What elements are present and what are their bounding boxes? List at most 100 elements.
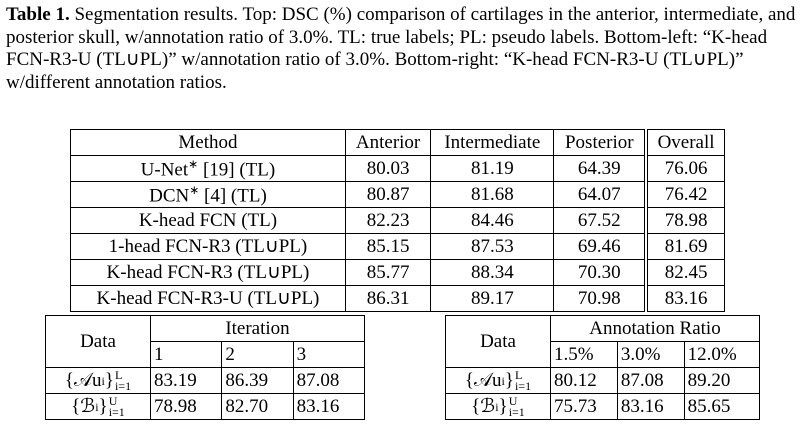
label-sub: i=1 — [514, 378, 532, 393]
method-sup: ∗ — [188, 156, 199, 171]
value-cell: 86.39 — [221, 367, 294, 394]
value-cell: 83.16 — [292, 393, 366, 420]
label-sub: i=1 — [114, 378, 132, 393]
header-row: Method Anterior Intermediate Posterior Overa… — [70, 129, 726, 156]
label-sup: L — [514, 367, 523, 382]
header-row: Data Annotation Ratio — [445, 315, 760, 368]
table-row: 1-head FCN-R3 (TL∪PL) 85.15 87.53 69.46 81.6… — [70, 233, 726, 260]
subheader-row: 1.5% 3.0% 12.0% — [446, 341, 761, 368]
value-cell: 85.15 — [344, 233, 432, 260]
header-cell: Overall — [644, 129, 726, 156]
value-cell: 64.07 — [553, 181, 647, 208]
value-cell: 69.46 — [553, 233, 647, 260]
value-cell: 89.17 — [430, 285, 555, 312]
label-inner-sub: i — [501, 373, 505, 388]
subheader-cell: 1.5% — [550, 341, 618, 368]
value-cell: 80.12 — [550, 367, 618, 394]
label-close: } — [104, 370, 114, 391]
value-cell: 87.08 — [616, 367, 685, 394]
method-name: K-head FCN (TL) — [138, 210, 278, 231]
label-sup: U — [108, 393, 118, 408]
header-cell: Anterior — [344, 129, 432, 156]
label-inner-sub: i — [95, 399, 99, 414]
main-table: Method Anterior Intermediate Posterior Overa… — [70, 129, 726, 312]
value-cell: 81.68 — [430, 181, 555, 208]
value-cell: 64.39 — [553, 155, 647, 182]
header-cell: Posterior — [553, 129, 647, 156]
subheader-cell: 12.0% — [683, 341, 761, 368]
method-cell: 1-head FCN-R3 (TL∪PL) — [70, 233, 346, 260]
value-cell: 76.06 — [644, 155, 726, 182]
caption-text: Segmentation results. Top: DSC (%) compa… — [6, 4, 796, 93]
method-rest: [4] (TL) — [199, 185, 267, 207]
method-sup: ∗ — [189, 182, 200, 197]
value-cell: 76.42 — [644, 181, 726, 208]
value-cell: 80.87 — [344, 181, 432, 208]
value-cell: 83.19 — [149, 367, 223, 394]
label-sup: L — [114, 367, 123, 382]
value-cell: 87.08 — [292, 367, 366, 394]
subheader-cell: 1 — [149, 341, 223, 368]
header-row: Data Iteration — [45, 315, 365, 368]
value-cell: 84.46 — [430, 207, 555, 234]
value-cell: 81.19 — [430, 155, 555, 182]
group-header: Annotation Ratio — [550, 315, 760, 342]
value-cell: 87.53 — [430, 233, 555, 260]
method-rest: [19] (TL) — [198, 159, 276, 181]
label-inner-sub: i — [495, 399, 499, 414]
table-row: K-head FCN-R3 (TL∪PL) 85.77 88.34 70.30 82.4… — [70, 259, 726, 286]
method-name: K-head FCN-R3-U (TL∪PL) — [96, 288, 320, 309]
header-cell: Method — [70, 129, 346, 156]
header-cell: Intermediate — [430, 129, 555, 156]
label-close: } — [498, 396, 508, 417]
label-sup: U — [508, 393, 518, 408]
value-cell: 80.03 — [344, 155, 432, 182]
value-cell: 88.34 — [430, 259, 555, 286]
method-cell: K-head FCN-R3-U (TL∪PL) — [70, 285, 346, 312]
table-row: DCN∗ [4] (TL) 80.87 81.68 64.07 76.42 — [70, 181, 726, 208]
method-cell: K-head FCN (TL) — [70, 207, 346, 234]
label-close: } — [504, 370, 514, 391]
value-cell: 82.70 — [221, 393, 294, 420]
value-cell: 85.65 — [683, 393, 761, 420]
data-header: Data — [445, 315, 551, 368]
value-cell: 70.98 — [553, 285, 647, 312]
group-header: Iteration — [150, 315, 365, 342]
value-cell: 70.30 — [553, 259, 647, 286]
method-name: U-Net — [140, 159, 189, 181]
label-open: {𝒜u — [64, 370, 102, 391]
method-cell: K-head FCN-R3 (TL∪PL) — [70, 259, 346, 286]
value-cell: 75.73 — [550, 393, 618, 420]
table-row: U-Net∗ [19] (TL) 80.03 81.19 64.39 76.06 — [70, 155, 726, 182]
value-cell: 78.98 — [644, 207, 726, 234]
value-cell: 82.45 — [644, 259, 726, 286]
value-cell: 67.52 — [553, 207, 647, 234]
caption-label: Table 1. — [6, 4, 70, 25]
value-cell: 83.16 — [616, 393, 685, 420]
method-cell: U-Net∗ [19] (TL) — [70, 155, 346, 182]
value-cell: 78.98 — [149, 393, 223, 420]
label-open: {ℬ — [471, 396, 496, 417]
label-inner-sub: i — [101, 373, 105, 388]
label-open: {ℬ — [71, 396, 96, 417]
subheader-cell: 2 — [221, 341, 294, 368]
value-cell: 85.77 — [344, 259, 432, 286]
table-row: K-head FCN (TL) 82.23 84.46 67.52 78.98 — [70, 207, 726, 234]
